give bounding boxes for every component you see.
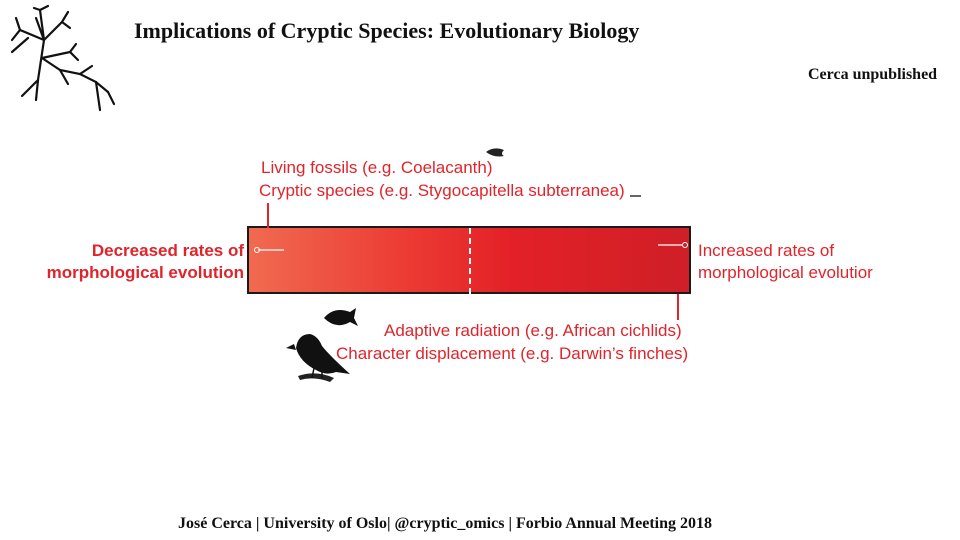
adaptive-radiation-label: Adaptive radiation (e.g. African cichlid… bbox=[384, 321, 682, 340]
character-displacement-label: Character displacement (e.g. Darwin’s fi… bbox=[336, 344, 689, 363]
increased-rates-line-1: Increased rates of bbox=[698, 241, 835, 260]
living-fossils-label: Living fossils (e.g. Coelacanth) bbox=[261, 158, 493, 177]
decreased-rates-line-1: Decreased rates of bbox=[91, 241, 244, 260]
bar-midline bbox=[469, 228, 471, 294]
cryptic-species-label: Cryptic species (e.g. Stygocapitella sub… bbox=[259, 181, 625, 200]
decreased-rates-label: Decreased rates of morphological evoluti… bbox=[44, 240, 244, 284]
increased-rates-line-2: morphological evolutior bbox=[698, 263, 873, 282]
slide-title: Implications of Cryptic Species: Evoluti… bbox=[134, 18, 640, 43]
slide-footer: José Cerca | University of Oslo| @crypti… bbox=[178, 515, 712, 532]
source-note: Cerca unpublished bbox=[808, 66, 938, 83]
tree-icon bbox=[10, 4, 116, 112]
increased-rates-label: Increased rates of morphological evoluti… bbox=[698, 240, 873, 284]
decreased-rates-line-2: morphological evolution bbox=[46, 263, 244, 282]
